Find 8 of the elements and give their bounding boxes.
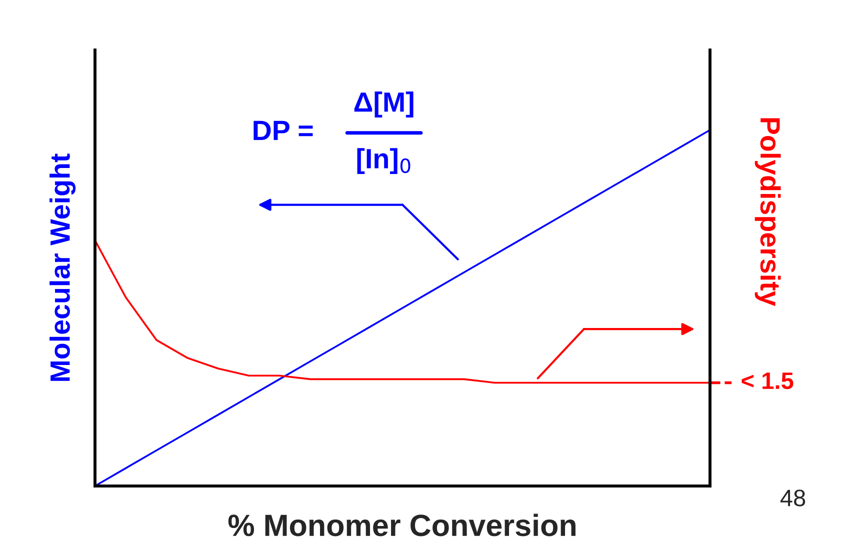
annotation: [In]$_{0}$ (357, 148, 410, 174)
annotation: DP = (254, 120, 313, 140)
x-axis-title: % Monomer Conversion (228, 514, 576, 536)
text: 48 (780, 490, 806, 506)
text: < 1.5 (742, 372, 794, 390)
text: Δ[M] (354, 92, 414, 118)
y-axis-title: Molecular Weight (50, 154, 76, 381)
y2-axis-title: Polydispersity (754, 118, 781, 306)
